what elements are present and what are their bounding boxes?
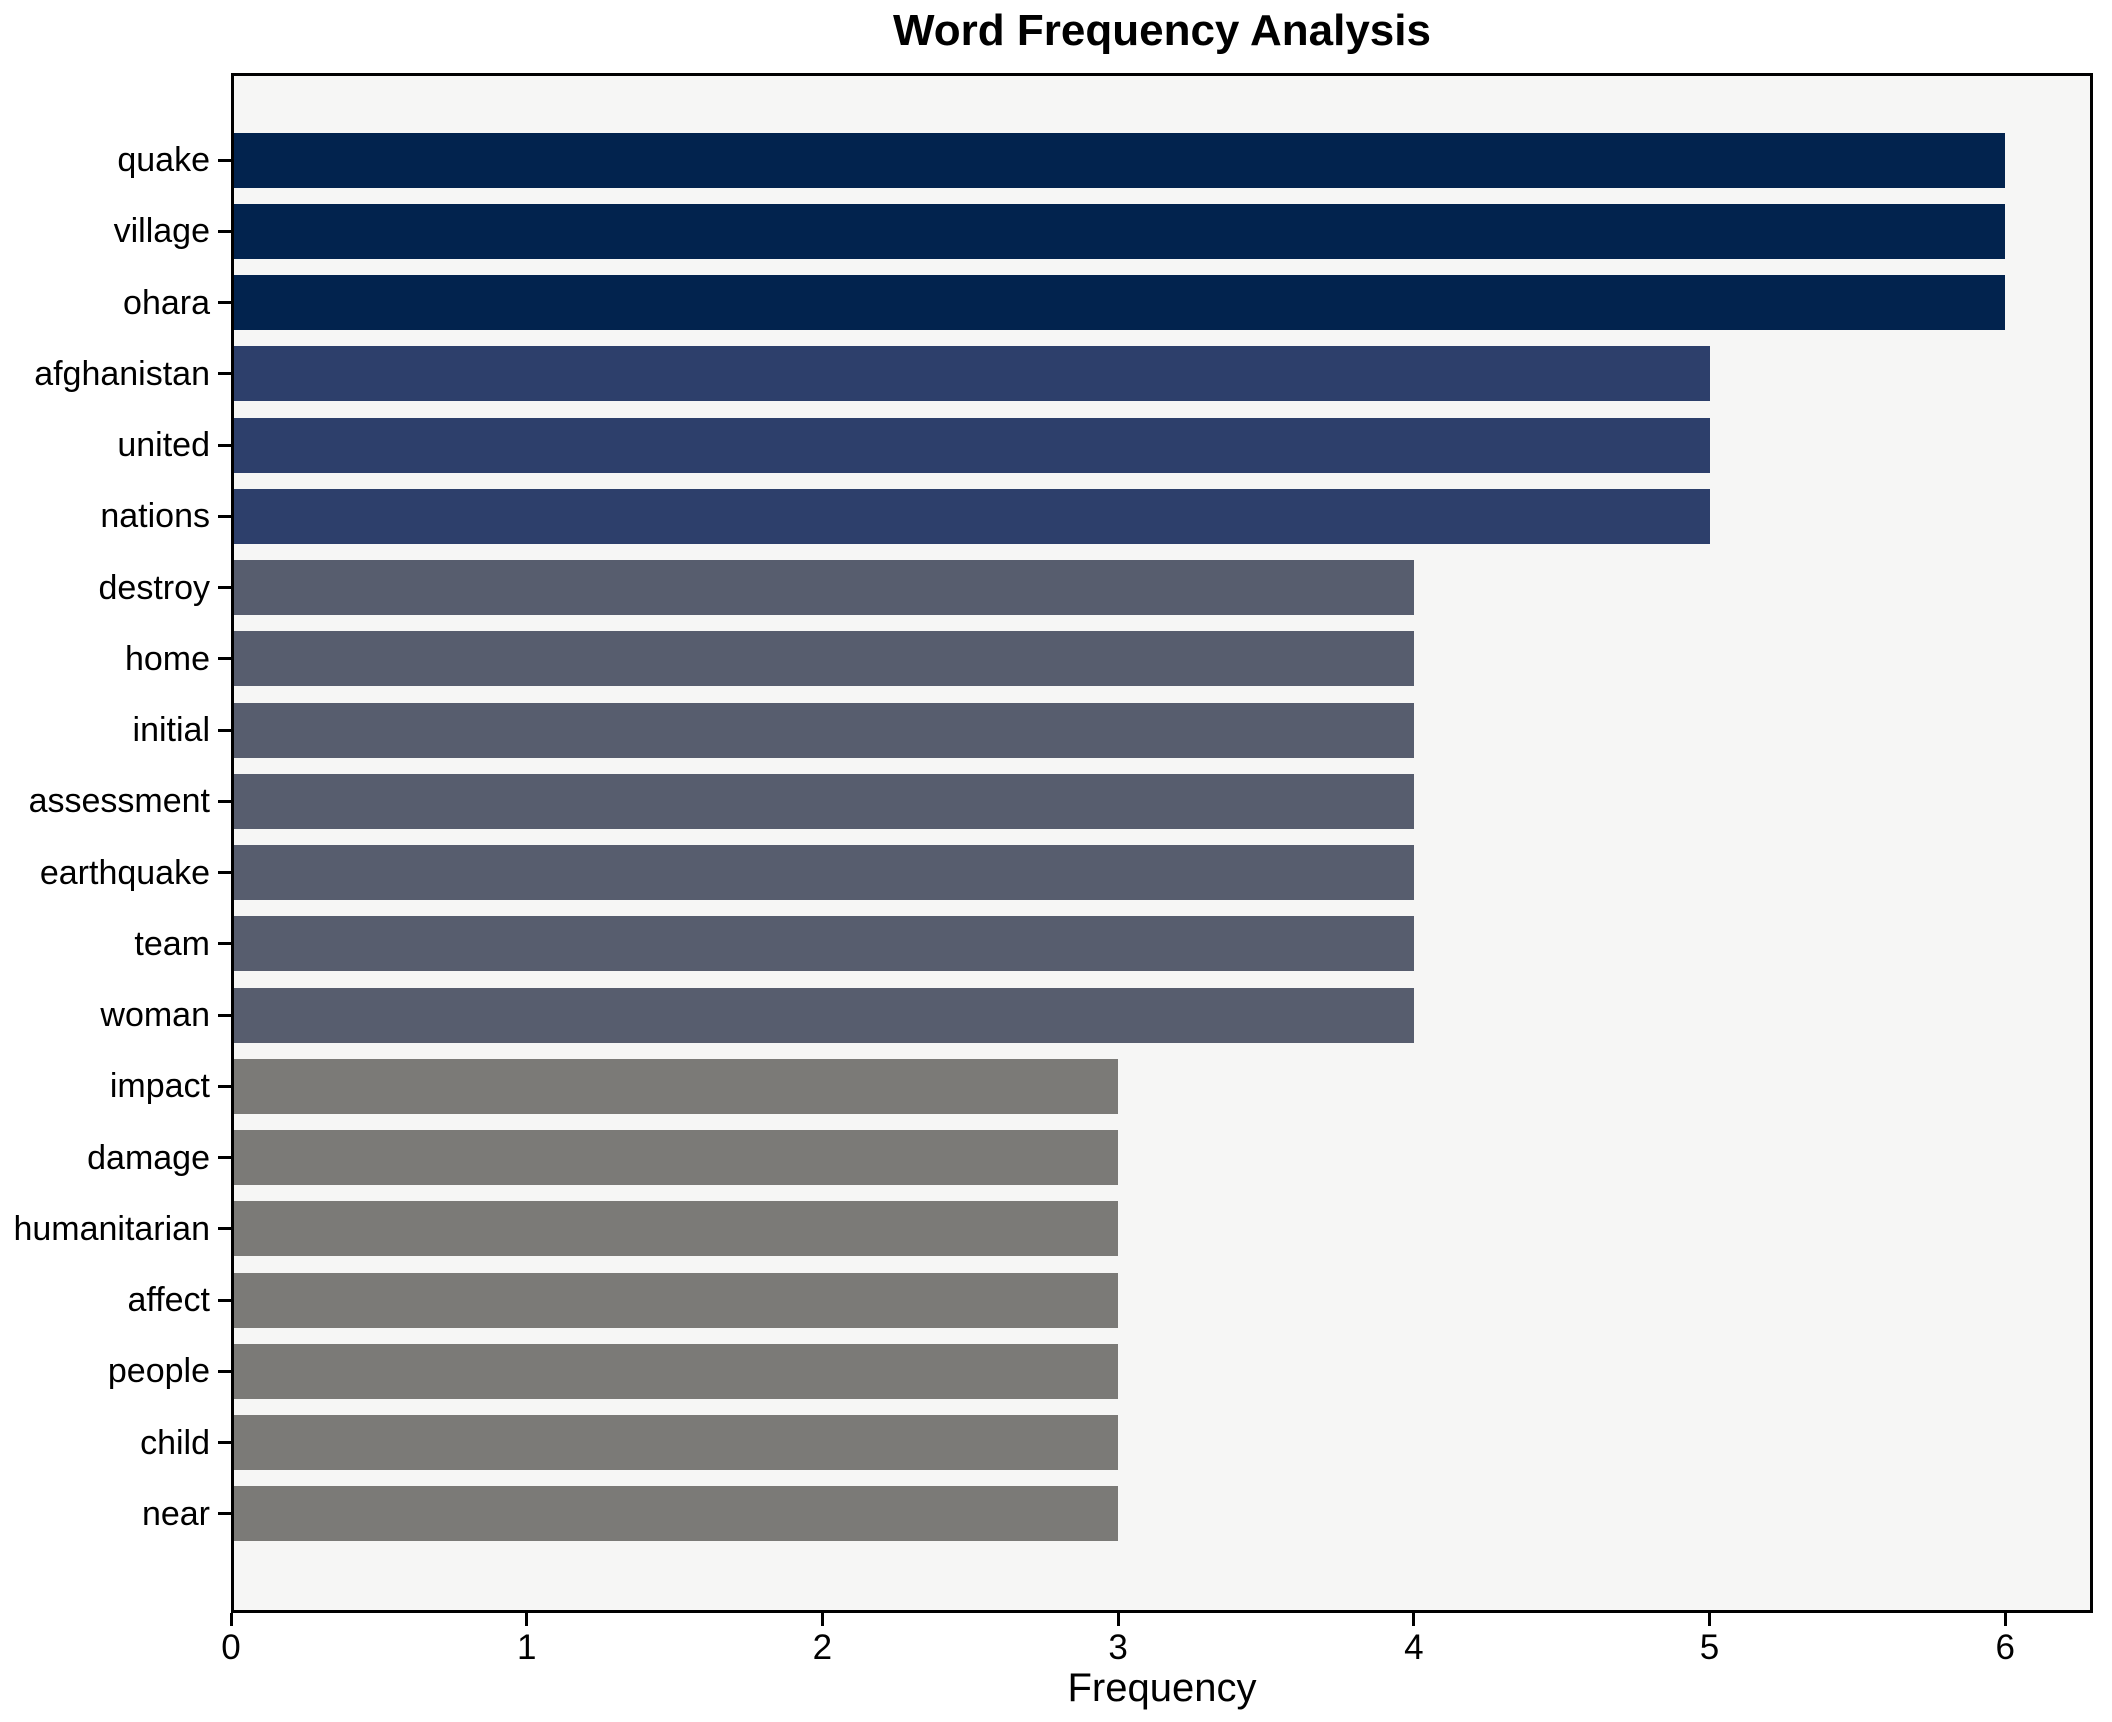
bar-quake bbox=[231, 132, 2006, 188]
y-tick-mark bbox=[218, 1013, 231, 1017]
y-axis-label-woman: woman bbox=[100, 996, 210, 1034]
bar-humanitarian bbox=[231, 1201, 1119, 1257]
bar-initial bbox=[231, 702, 1414, 758]
y-axis-label-impact: impact bbox=[109, 1067, 210, 1106]
y-tick-mark bbox=[218, 1441, 231, 1444]
y-tick-mark bbox=[218, 1512, 231, 1516]
x-tick-mark bbox=[2003, 1613, 2007, 1626]
bar-damage bbox=[231, 1130, 1119, 1185]
x-tick-label: 5 bbox=[1699, 1628, 1720, 1667]
bar-village bbox=[231, 203, 2006, 259]
bar-child bbox=[231, 1415, 1119, 1470]
y-axis-label-afghanistan: afghanistan bbox=[34, 354, 210, 393]
x-tick-mark bbox=[1412, 1613, 1416, 1626]
y-tick-mark bbox=[218, 301, 231, 304]
y-tick-mark bbox=[218, 657, 231, 661]
y-axis-label-destroy: destroy bbox=[98, 568, 211, 607]
y-axis-label-people: people bbox=[107, 1352, 210, 1391]
x-tick-mark bbox=[525, 1613, 529, 1626]
chart-title: Word Frequency Analysis bbox=[893, 6, 1431, 55]
x-tick-mark bbox=[1708, 1613, 1711, 1626]
y-tick-mark bbox=[218, 514, 231, 518]
bar-impact bbox=[231, 1058, 1119, 1114]
bar-united bbox=[231, 417, 1710, 473]
x-tick-label: 2 bbox=[812, 1628, 833, 1667]
y-axis-label-humanitarian: humanitarian bbox=[13, 1209, 210, 1248]
bar-assessment bbox=[231, 773, 1414, 829]
y-axis-label-quake: quake bbox=[117, 141, 210, 179]
y-tick-mark bbox=[218, 372, 231, 376]
bar-affect bbox=[231, 1272, 1119, 1328]
x-tick-label: 4 bbox=[1404, 1628, 1424, 1667]
bar-destroy bbox=[231, 560, 1414, 615]
bar-ohara bbox=[231, 275, 2006, 330]
y-axis-label-initial: initial bbox=[132, 711, 210, 749]
y-tick-mark bbox=[218, 1369, 231, 1373]
y-axis-label-village: village bbox=[113, 212, 210, 251]
bar-people bbox=[231, 1343, 1119, 1399]
x-tick-mark bbox=[1116, 1613, 1120, 1626]
x-tick-label: 6 bbox=[1995, 1628, 2015, 1667]
x-tick-label: 1 bbox=[516, 1628, 537, 1667]
y-tick-mark bbox=[218, 1084, 231, 1088]
y-axis-label-child: child bbox=[140, 1423, 210, 1462]
y-tick-mark bbox=[218, 443, 231, 447]
y-tick-mark bbox=[218, 942, 231, 946]
y-tick-mark bbox=[218, 728, 231, 732]
y-tick-mark bbox=[218, 871, 231, 874]
bar-team bbox=[231, 916, 1414, 972]
bar-home bbox=[231, 631, 1414, 687]
x-tick-label: 0 bbox=[221, 1628, 241, 1667]
x-tick-mark bbox=[820, 1613, 824, 1626]
bar-nations bbox=[231, 488, 1710, 544]
y-axis-label-affect: affect bbox=[127, 1281, 210, 1319]
y-axis-label-assessment: assessment bbox=[28, 782, 210, 821]
y-tick-mark bbox=[218, 1298, 231, 1302]
bar-afghanistan bbox=[231, 346, 1710, 402]
y-axis-label-home: home bbox=[124, 639, 210, 678]
x-tick-label: 3 bbox=[1108, 1628, 1128, 1667]
x-tick-mark bbox=[229, 1613, 233, 1626]
y-axis-label-ohara: ohara bbox=[123, 283, 210, 322]
y-axis-label-damage: damage bbox=[87, 1138, 210, 1177]
plot-area bbox=[231, 73, 2093, 1613]
y-axis-label-team: team bbox=[134, 924, 210, 963]
y-tick-mark bbox=[218, 229, 231, 233]
y-tick-mark bbox=[218, 586, 231, 589]
y-tick-mark bbox=[218, 799, 231, 803]
y-axis-label-united: united bbox=[117, 426, 210, 464]
bar-earthquake bbox=[231, 845, 1414, 900]
bar-woman bbox=[231, 987, 1414, 1043]
y-tick-mark bbox=[218, 1227, 231, 1231]
y-axis-label-near: near bbox=[141, 1494, 210, 1533]
x-axis-label: Frequency bbox=[1067, 1666, 1257, 1710]
y-tick-mark bbox=[218, 1156, 231, 1159]
y-axis-label-nations: nations bbox=[100, 497, 210, 536]
y-axis-label-earthquake: earthquake bbox=[39, 853, 210, 892]
y-tick-mark bbox=[218, 158, 231, 162]
bar-near bbox=[231, 1486, 1119, 1542]
